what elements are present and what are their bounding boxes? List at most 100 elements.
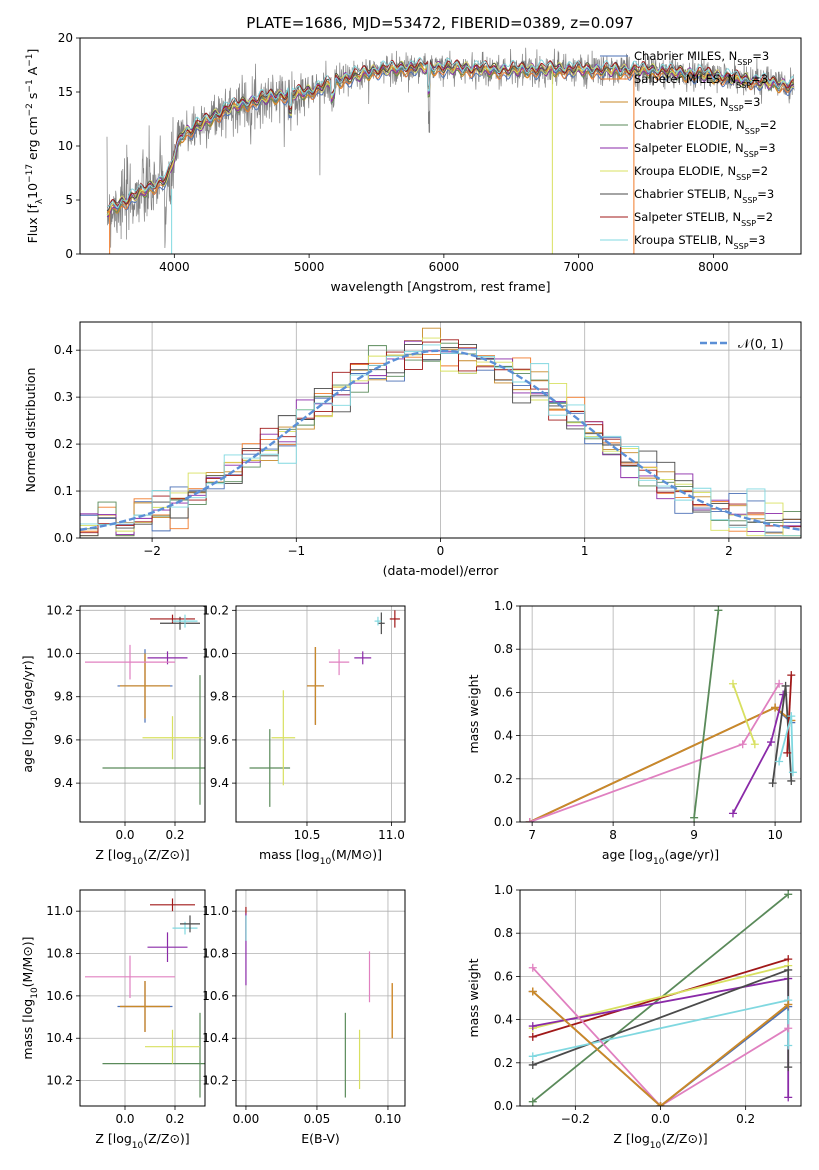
figure-title: PLATE=1686, MJD=53472, FIBERID=0389, z=0… (246, 14, 633, 32)
errorbar-point (145, 1029, 200, 1064)
series-marker (787, 712, 796, 721)
series-marker (714, 606, 723, 615)
y-tick-label: 0.6 (494, 685, 513, 699)
weight-series (690, 606, 723, 822)
series-marker (775, 757, 784, 766)
y-tick-label: 10.8 (46, 947, 73, 961)
age_vs_Z-plot-area (85, 614, 205, 805)
x-tick-label: −0.2 (561, 1112, 590, 1126)
model-spectrum-line (106, 58, 794, 208)
y-tick-label: 15 (58, 85, 73, 99)
mass_vs_Z-frame (79, 889, 206, 1107)
x-tick-label: 0.0 (115, 1112, 134, 1126)
series-line (532, 958, 789, 1038)
age_vs_mass-plot-area (249, 610, 400, 807)
x-axis-label: wavelength [Angstrom, rest frame] (330, 279, 550, 294)
y-tick-label: 9.8 (54, 690, 73, 704)
weight_vs_Z-axes: −0.2 0.0 0.2 0.0 0.2 0.4 0.6 0.8 1.0 Z [log10(Z/Z… (466, 883, 801, 1151)
age_vs_Z-frame (79, 605, 206, 823)
y-tick-label: 10.2 (46, 1074, 73, 1088)
spectrum-legend: Chabrier MILES, NSSP=3 Salpeter MILES, NS… (600, 49, 777, 251)
mass_vs_Z-axes: 0.0 0.2 10.2 10.4 10.6 10.8 11.0 Z [log10(Z/Z⊙)… (20, 890, 205, 1151)
x-tick-label: 0.00 (233, 1112, 260, 1126)
y-tick-label: 0.2 (494, 772, 513, 786)
errorbar-point (172, 614, 198, 628)
y-tick-label: 10.0 (202, 647, 229, 661)
weight-series (525, 703, 796, 822)
spectrum-axes: 4000 5000 6000 7000 8000 0 5 10 15 20 wavelength [… (58, 31, 729, 294)
errorbar-point (249, 729, 291, 807)
legend-entry: Kroupa MILES, NSSP=3 (634, 95, 760, 113)
errorbar-point (354, 651, 372, 665)
weight-series (775, 712, 797, 777)
series-marker (767, 738, 776, 747)
errorbar-point (150, 614, 195, 624)
weight-series (768, 681, 796, 788)
weight_vs_Z-frame (519, 889, 802, 1107)
legend-entry: Kroupa STELIB, NSSP=3 (634, 233, 765, 251)
errorbar-point (306, 647, 324, 725)
y-tick-label: 0.1 (54, 484, 73, 498)
histogram-step (80, 339, 801, 537)
series-marker (690, 813, 699, 822)
weight-series (528, 955, 793, 1041)
weight_vs_age-plot-area (525, 606, 797, 822)
series-marker (771, 703, 780, 712)
x-tick-label: 0.05 (304, 1112, 331, 1126)
series-marker (528, 1097, 537, 1106)
x-tick-label: 9 (690, 828, 698, 842)
x-tick-label: 8 (609, 828, 617, 842)
x-axis-label: (data-model)/error (383, 563, 500, 578)
series-marker (787, 671, 796, 680)
y-tick-label: 0.8 (494, 926, 513, 940)
weight-series (728, 690, 788, 818)
mass_vs_ebv-frame (235, 889, 406, 1107)
y-tick-label: 0.0 (494, 815, 513, 829)
x-tick-label: 8000 (698, 260, 729, 274)
series-marker (775, 679, 784, 688)
series-marker (784, 1024, 793, 1033)
x-tick-label: −1 (287, 544, 305, 558)
series-marker (784, 1093, 793, 1102)
age_vs_Z-axes: 0.0 0.2 9.4 9.6 9.8 10.0 10.2 Z [log10(Z/Z⊙)] ag… (20, 603, 205, 867)
weight-series (525, 703, 796, 822)
series-marker (528, 1032, 537, 1041)
weight-series (783, 671, 796, 757)
legend-entry: 𝒩(0, 1) (738, 336, 784, 351)
series-line (529, 706, 792, 822)
y-tick-label: 10.6 (202, 989, 229, 1003)
y-tick-label: 10.4 (202, 1031, 229, 1045)
y-tick-label: 9.4 (54, 776, 73, 790)
errorbar-point (147, 932, 188, 962)
x-tick-label: 6000 (429, 260, 460, 274)
legend-entry: Salpeter MILES, NSSP=3 (634, 72, 768, 90)
series-line (786, 675, 793, 753)
x-axis-label: Z [log10(Z/Z⊙)] (95, 1131, 189, 1151)
series-marker (528, 963, 537, 972)
gaussian-curve (80, 349, 801, 531)
errorbar-point (389, 610, 400, 628)
errorbar-point (120, 653, 170, 719)
series-line (532, 990, 789, 1106)
y-tick-label: 1.0 (494, 883, 513, 897)
legend-entry: Chabrier STELIB, NSSP=3 (634, 187, 774, 205)
series-marker (750, 740, 759, 749)
x-axis-label: Z [log10(Z/Z⊙)] (613, 1131, 707, 1151)
y-tick-label: 20 (58, 31, 73, 45)
age_vs_mass-axes: 10.5 11.0 9.4 9.6 9.8 10.0 10.2 mass [log10(M/M… (202, 603, 405, 867)
series-marker (784, 1041, 793, 1050)
y-tick-label: 10.2 (46, 603, 73, 617)
errorbar-point (328, 649, 350, 676)
x-axis-label: mass [log10(M/M⊙)] (259, 847, 382, 867)
legend-entry: Chabrier MILES, NSSP=3 (634, 49, 769, 67)
series-line (529, 706, 792, 822)
series-marker (783, 748, 792, 757)
y-tick-label: 10.2 (202, 1074, 229, 1088)
x-tick-label: 0.10 (375, 1112, 402, 1126)
series-marker (528, 1060, 537, 1069)
series-marker (788, 768, 797, 777)
mass_vs_Z-plot-area (85, 898, 205, 1098)
errorbar-point (85, 644, 175, 680)
